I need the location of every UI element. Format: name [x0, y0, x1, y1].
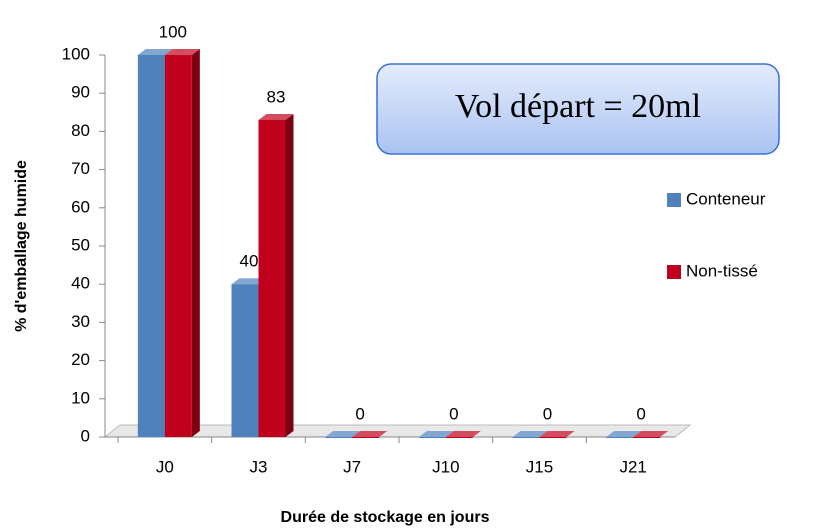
bar-front	[231, 284, 259, 437]
bar-top	[539, 431, 575, 437]
y-tick-label: 40	[71, 274, 90, 293]
data-label: 0	[636, 404, 645, 423]
y-tick-label: 0	[81, 426, 90, 445]
data-label: 0	[543, 404, 552, 423]
data-label: 0	[449, 404, 458, 423]
bar-top	[445, 431, 481, 437]
bar	[352, 431, 388, 438]
bar-top	[164, 49, 200, 55]
y-tick-label: 50	[71, 235, 90, 254]
x-tick-label: J3	[250, 457, 268, 476]
annotation-box	[376, 63, 780, 155]
y-tick-label: 70	[71, 159, 90, 178]
bar	[633, 431, 669, 438]
bar-front	[258, 119, 286, 437]
bar	[445, 431, 481, 438]
bar-front	[606, 437, 634, 438]
x-axis-title: Durée de stockage en jours	[281, 509, 490, 526]
y-tick-label: 20	[71, 350, 90, 369]
x-tick-label: J7	[343, 457, 361, 476]
y-axis-title: % d'emballage humide	[13, 160, 30, 332]
bar-front	[325, 437, 353, 438]
x-tick-label: J10	[432, 457, 459, 476]
y-tick-label: 90	[71, 83, 90, 102]
bar-top	[418, 431, 454, 437]
y-tick-label: 60	[71, 197, 90, 216]
y-tick-label: 100	[62, 44, 90, 63]
bar	[539, 431, 575, 438]
data-label: 83	[267, 87, 286, 106]
bar	[418, 431, 454, 438]
bar-top	[512, 431, 548, 437]
bar-top	[633, 431, 669, 437]
legend-label: Non-tissé	[686, 261, 758, 280]
y-tick-label: 80	[71, 121, 90, 140]
y-tick-label: 10	[71, 388, 90, 407]
bar	[512, 431, 548, 438]
data-label: 40	[240, 252, 259, 271]
bar-front	[137, 55, 165, 437]
y-tick-label: 30	[71, 312, 90, 331]
bar-front	[512, 437, 540, 438]
x-tick-label: J21	[619, 457, 646, 476]
x-tick-label: J0	[156, 457, 174, 476]
bar-front	[539, 437, 567, 438]
bar	[258, 113, 294, 437]
bar	[164, 49, 200, 437]
bar-side	[285, 113, 294, 437]
bar	[325, 431, 361, 438]
bar-top	[231, 278, 267, 285]
bar-front	[445, 437, 473, 438]
legend-label: Conteneur	[686, 189, 766, 208]
bar-top	[325, 431, 361, 437]
annotation: Vol départ = 20ml	[455, 88, 701, 125]
bar-top	[606, 431, 642, 437]
legend-swatch	[667, 193, 681, 207]
bar-front	[418, 437, 446, 438]
bar-front	[633, 437, 661, 438]
bar-side	[191, 49, 200, 437]
bar-top	[137, 49, 173, 55]
data-label: 100	[159, 22, 187, 41]
legend-swatch	[667, 265, 681, 279]
bar	[606, 431, 642, 438]
bar-top	[258, 113, 294, 120]
x-tick-label: J15	[526, 457, 553, 476]
bar-front	[352, 437, 380, 438]
bar-top	[352, 431, 388, 437]
bar-front	[164, 55, 192, 437]
data-label: 0	[355, 404, 364, 423]
